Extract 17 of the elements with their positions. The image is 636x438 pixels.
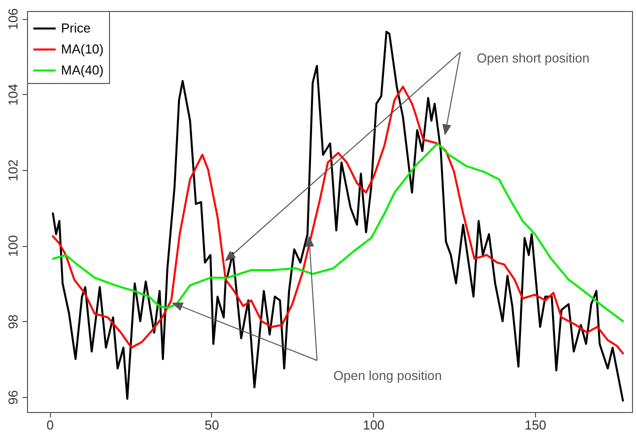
annotation: Open short position bbox=[476, 50, 590, 66]
line-series bbox=[52, 86, 624, 354]
line-series bbox=[52, 142, 624, 322]
legend-label: MA(40) bbox=[61, 62, 104, 78]
y-tick-label: 104 bbox=[6, 84, 20, 106]
x-tick-label: 50 bbox=[204, 418, 220, 432]
y-tick-label: 96 bbox=[6, 390, 20, 405]
legend-label: Price bbox=[61, 20, 91, 36]
y-tick-label: 100 bbox=[6, 235, 20, 257]
y-tick-label: 102 bbox=[6, 160, 20, 182]
x-tick-label: 0 bbox=[46, 418, 54, 432]
y-tick-label: 98 bbox=[6, 314, 20, 329]
x-tick-label: 100 bbox=[362, 418, 385, 432]
annotation: Open long position bbox=[333, 368, 442, 384]
y-tick-label: 106 bbox=[6, 8, 20, 30]
x-tick-label: 150 bbox=[524, 418, 546, 432]
legend-label: MA(10) bbox=[61, 42, 104, 56]
